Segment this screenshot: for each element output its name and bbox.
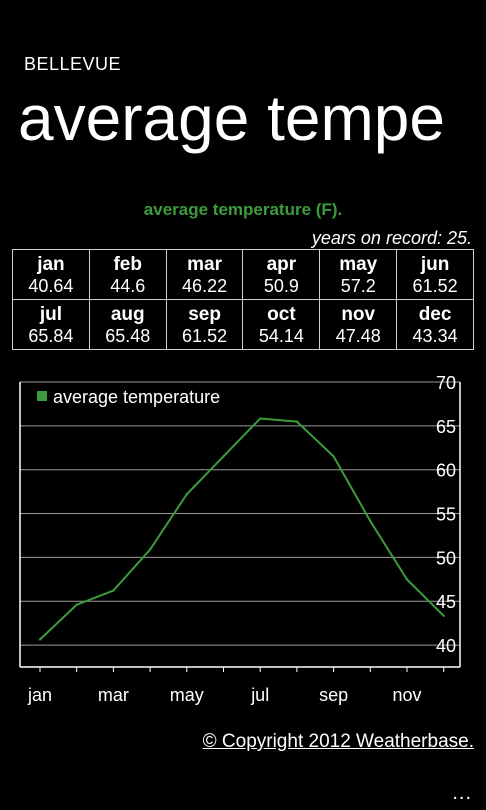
y-tick-label: 55 — [436, 505, 456, 525]
table-cell: oct 54.14 — [242, 299, 321, 350]
month-value: 54.14 — [258, 326, 304, 346]
month-label: feb — [113, 254, 142, 275]
monthly-temperature-table: jan 40.64 feb 44.6 mar 46.22 apr 50.9 may 57.… — [12, 249, 474, 350]
data-point — [405, 578, 409, 581]
data-point — [112, 589, 115, 592]
data-point — [369, 519, 372, 523]
month-label: sep — [188, 304, 221, 325]
data-point — [259, 417, 262, 420]
years-on-record: years on record: 25. — [311, 228, 472, 248]
month-label: jun — [420, 254, 450, 275]
y-tick-label: 70 — [436, 373, 456, 393]
table-row: jul 65.84 aug 65.48 sep 61.52 oct 54.14 nov 4… — [12, 299, 474, 350]
y-tick-label: 65 — [436, 417, 456, 437]
month-label: aug — [110, 304, 145, 325]
data-point — [185, 493, 188, 496]
x-tick-label: jul — [250, 685, 269, 705]
month-label: nov — [341, 304, 376, 325]
month-value: 61.52 — [412, 276, 458, 296]
month-value: 57.2 — [340, 276, 376, 296]
data-point — [295, 420, 299, 423]
table-cell: feb 44.6 — [88, 249, 167, 300]
x-tick-label: jan — [27, 685, 52, 705]
data-point — [442, 614, 445, 617]
table-cell: dec 43.34 — [396, 299, 474, 350]
table-cell: apr 50.9 — [242, 249, 321, 300]
more-menu-icon[interactable]: ... — [452, 782, 472, 804]
month-label: oct — [267, 304, 296, 325]
data-point — [75, 603, 78, 606]
y-tick-label: 50 — [436, 548, 456, 568]
y-tick-label: 60 — [436, 461, 456, 481]
legend-swatch — [37, 391, 47, 401]
month-label: may — [339, 254, 378, 275]
month-value: 47.48 — [335, 326, 381, 346]
month-value: 46.22 — [182, 276, 228, 296]
table-cell: aug 65.48 — [88, 299, 167, 350]
table-cell: mar 46.22 — [165, 249, 244, 300]
month-label: dec — [418, 304, 452, 325]
data-point — [148, 548, 152, 551]
table-cell: jun 61.52 — [396, 249, 474, 300]
month-value: 44.6 — [110, 276, 146, 296]
month-value: 43.34 — [412, 326, 458, 346]
data-point — [332, 455, 335, 458]
x-tick-label: mar — [98, 685, 129, 705]
table-cell: sep 61.52 — [165, 299, 244, 350]
x-tick-label: may — [170, 685, 204, 705]
month-label: apr — [266, 254, 297, 275]
month-value: 65.48 — [105, 326, 151, 346]
table-row: jan 40.64 feb 44.6 mar 46.22 apr 50.9 may 57.… — [12, 249, 474, 300]
temperature-line-chart: 40 45 50 55 60 65 70 jan mar may jul sep nov average … — [19, 373, 461, 705]
y-tick-label: 40 — [436, 636, 456, 656]
table-cell: jul 65.84 — [12, 299, 90, 350]
x-tick-label: nov — [392, 685, 421, 705]
table-cell: jan 40.64 — [12, 249, 90, 300]
month-label: jan — [37, 254, 65, 275]
month-value: 65.84 — [28, 326, 74, 346]
table-cell: may 57.2 — [319, 249, 398, 300]
section-title: average temperature (F). — [143, 200, 343, 219]
month-label: mar — [187, 254, 222, 275]
series-line-average-temperature — [39, 417, 445, 641]
page-title: average tempe — [18, 82, 445, 154]
app-name: BELLEVUE — [24, 54, 122, 74]
month-value: 61.52 — [182, 326, 228, 346]
table-cell: nov 47.48 — [319, 299, 398, 350]
copyright-link[interactable]: © Copyright 2012 Weatherbase. — [202, 731, 474, 752]
month-value: 40.64 — [28, 276, 74, 296]
month-value: 50.9 — [263, 276, 299, 296]
legend-label: average temperature — [53, 387, 220, 407]
x-tick-label: sep — [319, 685, 348, 705]
month-label: jul — [39, 304, 62, 325]
y-tick-label: 45 — [436, 592, 456, 612]
data-point — [222, 455, 225, 458]
data-point — [38, 638, 42, 641]
